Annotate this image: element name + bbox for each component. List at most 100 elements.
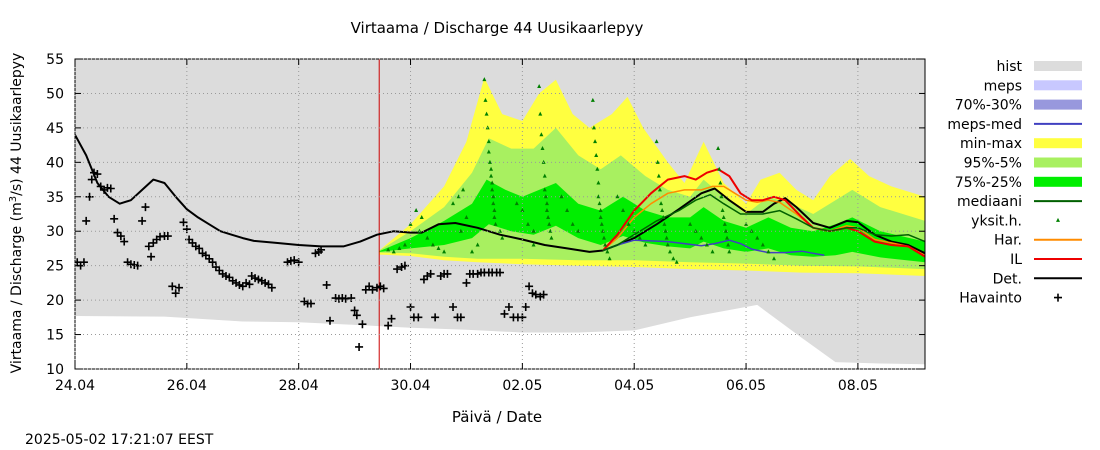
yksit-point <box>660 208 665 213</box>
havainto-point <box>355 342 364 351</box>
havainto-point <box>387 314 396 323</box>
y-tick-label: 10 <box>46 362 64 378</box>
yksit-point <box>451 201 456 206</box>
yksit-point <box>487 159 492 164</box>
yksit-point <box>637 235 642 240</box>
yksit-point <box>663 228 668 233</box>
yksit-point <box>671 256 676 261</box>
legend-label: Har. <box>994 233 1022 249</box>
yksit-point <box>544 208 549 213</box>
yksit-point <box>542 173 547 178</box>
yksit-point <box>549 235 554 240</box>
yksit-point <box>674 259 679 264</box>
legend-swatch <box>1034 80 1082 91</box>
yksit-point <box>500 235 505 240</box>
yksit-point <box>489 173 494 178</box>
y-tick-label: 30 <box>46 224 64 240</box>
havainto-point <box>379 284 388 293</box>
legend-label: hist <box>996 59 1022 75</box>
havainto-point <box>443 269 452 278</box>
band-layer <box>75 59 925 365</box>
yksit-point <box>710 249 715 254</box>
havainto-point <box>85 192 94 201</box>
yksit-point <box>531 228 536 233</box>
yksit-point <box>704 242 709 247</box>
yksit-point <box>486 149 491 154</box>
legend: hist meps 70%-30% meps-med min-max 95%-5% 75%-… <box>947 59 1082 307</box>
series-mediaani <box>602 193 925 252</box>
yksit-point <box>721 214 726 219</box>
yksit-point <box>591 125 596 130</box>
yksit-point <box>655 159 660 164</box>
y-axis-label-part2: /s) 44 Uusikaarlepyy <box>9 53 25 196</box>
yksit-point <box>475 242 480 247</box>
y-axis-label: Virtaama / Discharge (m3/s) 44 Uusikaarl… <box>8 53 25 374</box>
havainto-point <box>347 294 356 303</box>
chart-title: Virtaama / Discharge 44 Uusikaarlepyy <box>351 19 644 37</box>
havainto-point <box>326 316 334 325</box>
yksit-point <box>766 249 771 254</box>
legend-swatch <box>1054 293 1062 302</box>
yksit-point <box>559 194 564 199</box>
yksit-point <box>542 187 547 192</box>
havainto-point <box>163 232 172 241</box>
havainto-point <box>290 256 299 265</box>
yksit-point <box>668 249 672 254</box>
havainto-point <box>133 261 142 270</box>
yksit-point <box>726 242 731 247</box>
legend-label: meps-med <box>947 117 1022 133</box>
x-tick-label: 30.04 <box>390 378 430 394</box>
yksit-point <box>531 242 536 247</box>
havainto-point <box>144 242 153 251</box>
yksit-point <box>615 194 620 199</box>
yksit-point <box>402 242 407 247</box>
yksit-point <box>607 256 612 261</box>
legend-label: 70%-30% <box>955 98 1022 114</box>
yksit-point <box>626 221 631 226</box>
legend-swatch <box>1056 217 1060 222</box>
yksit-point <box>654 139 659 144</box>
yksit-point <box>464 214 469 219</box>
y-axis-label-part1: Virtaama / Discharge (m <box>9 202 25 373</box>
yksit-point <box>543 194 548 199</box>
yksit-point <box>760 242 765 247</box>
y-tick-label: 15 <box>46 328 64 344</box>
yksit-point <box>595 166 600 171</box>
havainto-point <box>317 245 326 254</box>
yksit-point <box>621 208 626 213</box>
legend-label: min-max <box>960 136 1022 152</box>
havainto-point <box>384 321 393 330</box>
yksit-point <box>643 242 648 247</box>
x-tick-label: 26.04 <box>167 378 207 394</box>
havainto-point <box>79 258 88 267</box>
legend-label: Havainto <box>959 291 1022 307</box>
havainto-point <box>168 282 177 291</box>
yksit-point <box>727 249 732 254</box>
yksit-point <box>514 201 519 206</box>
y-tick-label: 55 <box>46 52 64 68</box>
yksit-point <box>590 97 595 102</box>
legend-label: IL <box>1010 252 1022 268</box>
havainto-point <box>93 170 102 179</box>
havainto-point <box>141 203 150 212</box>
yksit-point <box>540 146 545 151</box>
y-tick-label: 40 <box>46 155 64 171</box>
yksit-point <box>662 221 667 226</box>
legend-swatch <box>1034 176 1082 187</box>
yksit-point <box>659 201 664 206</box>
havainto-point <box>82 216 91 225</box>
yksit-point <box>386 247 391 252</box>
yksit-point <box>719 194 724 199</box>
havainto-point <box>368 285 377 294</box>
series-har- <box>602 185 925 257</box>
grid-layer <box>74 58 925 370</box>
x-axis-label: Päivä / Date <box>452 408 542 426</box>
yksit-point <box>597 201 602 206</box>
y-tick-label: 20 <box>46 293 64 309</box>
legend-swatch <box>1034 99 1082 110</box>
havainto-point <box>431 313 440 322</box>
yksit-point <box>599 221 604 226</box>
tick-layer: 24.04 26.04 28.04 30.04 02.05 04.05 06.05 08.05… <box>46 52 925 394</box>
havainto-point <box>116 232 125 241</box>
yksit-point <box>720 208 725 213</box>
